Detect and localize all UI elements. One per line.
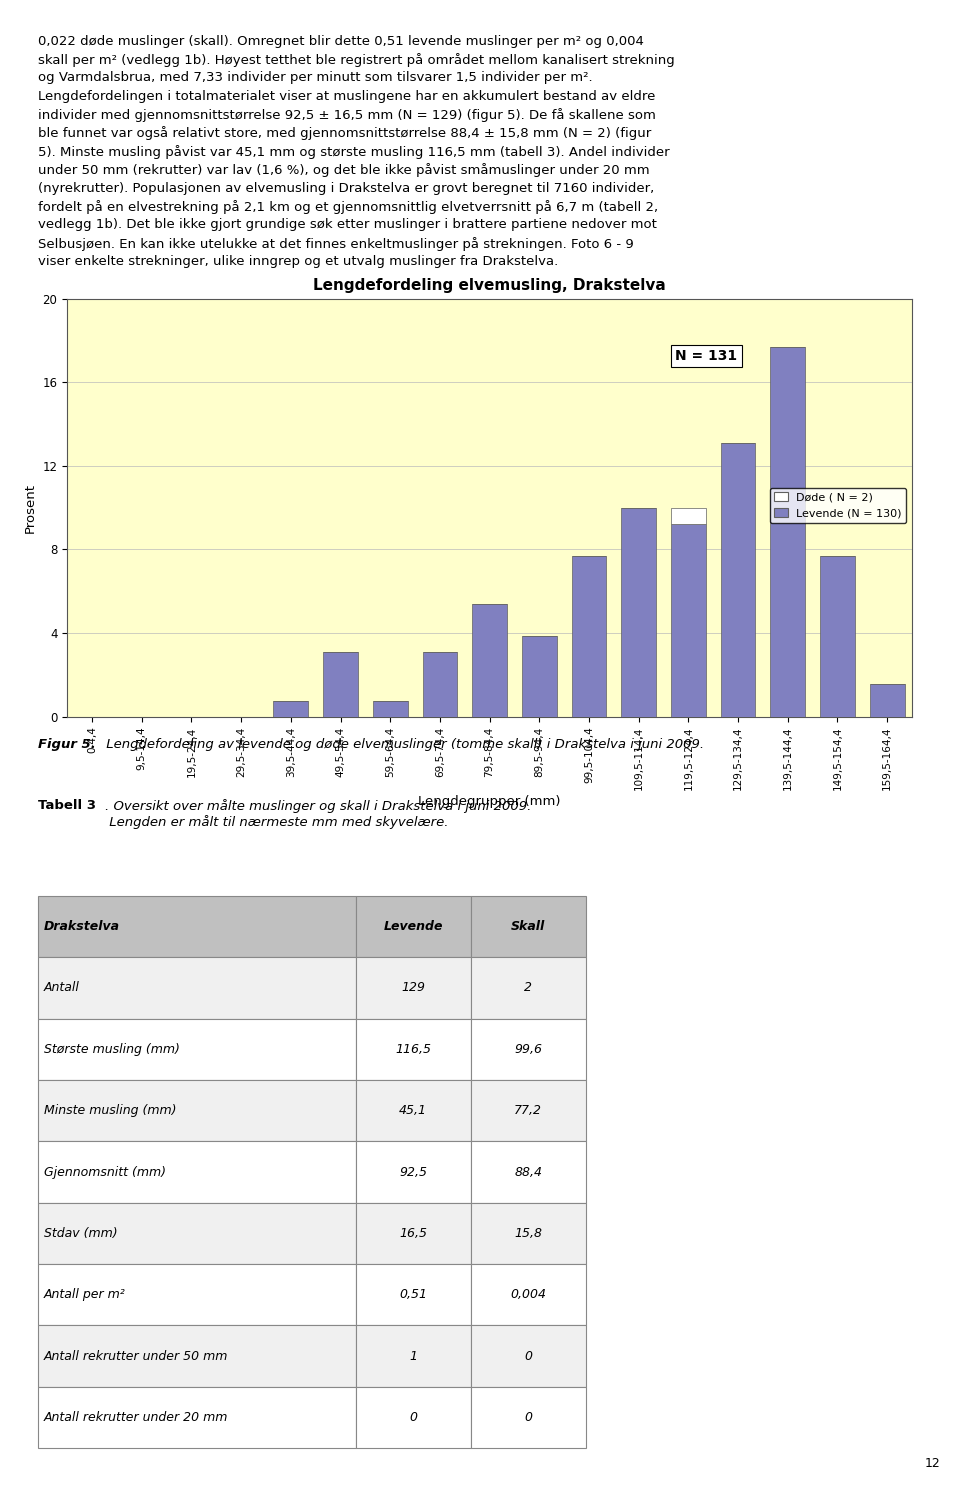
Bar: [38, 896, 356, 957]
Bar: [324, 652, 358, 717]
Bar: [721, 443, 756, 717]
Bar: [870, 684, 904, 717]
Bar: [356, 1326, 470, 1387]
Bar: [274, 700, 308, 717]
Bar: [770, 346, 805, 717]
Text: Gjennomsnitt (mm): Gjennomsnitt (mm): [44, 1166, 166, 1178]
Text: Skall: Skall: [511, 920, 545, 933]
Bar: [472, 605, 507, 717]
Bar: [38, 1141, 356, 1203]
Text: 15,8: 15,8: [515, 1227, 542, 1239]
Bar: [356, 957, 470, 1018]
Bar: [470, 1141, 586, 1203]
Bar: [470, 1203, 586, 1265]
Bar: [38, 1265, 356, 1326]
Text: . Oversikt over målte muslinger og skall i Drakstelva i juni 2009.
 Lengden er m: . Oversikt over målte muslinger og skall…: [105, 799, 531, 829]
Bar: [356, 1079, 470, 1141]
Text: ble funnet var også relativt store, med gjennomsnittstørrelse 88,4 ± 15,8 mm (N : ble funnet var også relativt store, med …: [38, 127, 652, 140]
Bar: [38, 957, 356, 1018]
Text: Lengdefordeling av levende og døde elvemuslinger (tomme skall) i Drakstelva i ju: Lengdefordeling av levende og døde elvem…: [102, 738, 704, 751]
Text: Antall: Antall: [44, 981, 80, 994]
Text: 0: 0: [409, 1411, 418, 1424]
Y-axis label: Prosent: Prosent: [24, 482, 36, 533]
Text: 0: 0: [524, 1411, 532, 1424]
Text: Stdav (mm): Stdav (mm): [44, 1227, 117, 1239]
Text: 92,5: 92,5: [399, 1166, 427, 1178]
Bar: [38, 1018, 356, 1079]
Text: N = 131: N = 131: [676, 349, 737, 363]
Text: Antall rekrutter under 20 mm: Antall rekrutter under 20 mm: [44, 1411, 228, 1424]
Bar: [356, 1018, 470, 1079]
Text: Drakstelva: Drakstelva: [44, 920, 120, 933]
Bar: [671, 508, 706, 524]
Bar: [38, 1203, 356, 1265]
Bar: [470, 1326, 586, 1387]
Text: 0: 0: [524, 1350, 532, 1363]
Text: Selbusjøen. En kan ikke utelukke at det finnes enkeltmuslinger på strekningen. F: Selbusjøen. En kan ikke utelukke at det …: [38, 237, 635, 251]
Text: Antall rekrutter under 50 mm: Antall rekrutter under 50 mm: [44, 1350, 228, 1363]
Text: under 50 mm (rekrutter) var lav (1,6 %), og det ble ikke påvist småmuslinger und: under 50 mm (rekrutter) var lav (1,6 %),…: [38, 163, 650, 178]
Text: 99,6: 99,6: [515, 1042, 542, 1056]
Bar: [470, 1265, 586, 1326]
Text: vedlegg 1b). Det ble ikke gjort grundige søk etter muslinger i brattere partiene: vedlegg 1b). Det ble ikke gjort grundige…: [38, 218, 658, 231]
Text: 12: 12: [925, 1457, 941, 1469]
Text: 2: 2: [524, 981, 532, 994]
Bar: [372, 700, 408, 717]
Text: 129: 129: [401, 981, 425, 994]
Text: 5). Minste musling påvist var 45,1 mm og største musling 116,5 mm (tabell 3). An: 5). Minste musling påvist var 45,1 mm og…: [38, 145, 670, 158]
Bar: [671, 524, 706, 717]
Text: Lengdefordelingen i totalmaterialet viser at muslingene har en akkumulert bestan: Lengdefordelingen i totalmaterialet vise…: [38, 90, 656, 103]
Bar: [470, 957, 586, 1018]
Text: (nyrekrutter). Populasjonen av elvemusling i Drakstelva er grovt beregnet til 71: (nyrekrutter). Populasjonen av elvemusli…: [38, 182, 655, 194]
Bar: [470, 1079, 586, 1141]
Bar: [470, 1387, 586, 1448]
Bar: [571, 555, 607, 717]
Title: Lengdefordeling elvemusling, Drakstelva: Lengdefordeling elvemusling, Drakstelva: [313, 278, 666, 293]
Text: Antall per m²: Antall per m²: [44, 1288, 126, 1302]
Text: Figur 5.: Figur 5.: [38, 738, 96, 751]
Text: fordelt på en elvestrekning på 2,1 km og et gjennomsnittlig elvetverrsnitt på 6,: fordelt på en elvestrekning på 2,1 km og…: [38, 200, 659, 213]
X-axis label: Lengdegrupper (mm): Lengdegrupper (mm): [419, 796, 561, 808]
Text: 116,5: 116,5: [396, 1042, 431, 1056]
Bar: [422, 652, 457, 717]
Bar: [621, 508, 656, 717]
Text: 16,5: 16,5: [399, 1227, 427, 1239]
Text: og Varmdalsbrua, med 7,33 individer per minutt som tilsvarer 1,5 individer per m: og Varmdalsbrua, med 7,33 individer per …: [38, 72, 593, 85]
Text: 45,1: 45,1: [399, 1105, 427, 1117]
Bar: [356, 1265, 470, 1326]
Text: Tabell 3: Tabell 3: [38, 799, 96, 812]
Text: 0,022 døde muslinger (skall). Omregnet blir dette 0,51 levende muslinger per m² : 0,022 døde muslinger (skall). Omregnet b…: [38, 34, 644, 48]
Text: 88,4: 88,4: [515, 1166, 542, 1178]
Bar: [356, 1203, 470, 1265]
Bar: [38, 1079, 356, 1141]
Bar: [38, 1326, 356, 1387]
Bar: [356, 1387, 470, 1448]
Bar: [820, 555, 854, 717]
Legend: Døde ( N = 2), Levende (N = 130): Døde ( N = 2), Levende (N = 130): [770, 488, 906, 523]
Bar: [38, 1387, 356, 1448]
Bar: [470, 1018, 586, 1079]
Bar: [470, 896, 586, 957]
Text: 0,004: 0,004: [510, 1288, 546, 1302]
Text: Største musling (mm): Største musling (mm): [44, 1042, 180, 1056]
Bar: [522, 636, 557, 717]
Text: 1: 1: [409, 1350, 418, 1363]
Text: 0,51: 0,51: [399, 1288, 427, 1302]
Bar: [356, 896, 470, 957]
Text: 77,2: 77,2: [515, 1105, 542, 1117]
Text: viser enkelte strekninger, ulike inngrep og et utvalg muslinger fra Drakstelva.: viser enkelte strekninger, ulike inngrep…: [38, 255, 559, 269]
Text: Minste musling (mm): Minste musling (mm): [44, 1105, 177, 1117]
Text: individer med gjennomsnittstørrelse 92,5 ± 16,5 mm (N = 129) (figur 5). De få sk: individer med gjennomsnittstørrelse 92,5…: [38, 107, 657, 122]
Bar: [356, 1141, 470, 1203]
Text: skall per m² (vedlegg 1b). Høyest tetthet ble registrert på området mellom kanal: skall per m² (vedlegg 1b). Høyest tetthe…: [38, 54, 675, 67]
Text: Levende: Levende: [383, 920, 443, 933]
